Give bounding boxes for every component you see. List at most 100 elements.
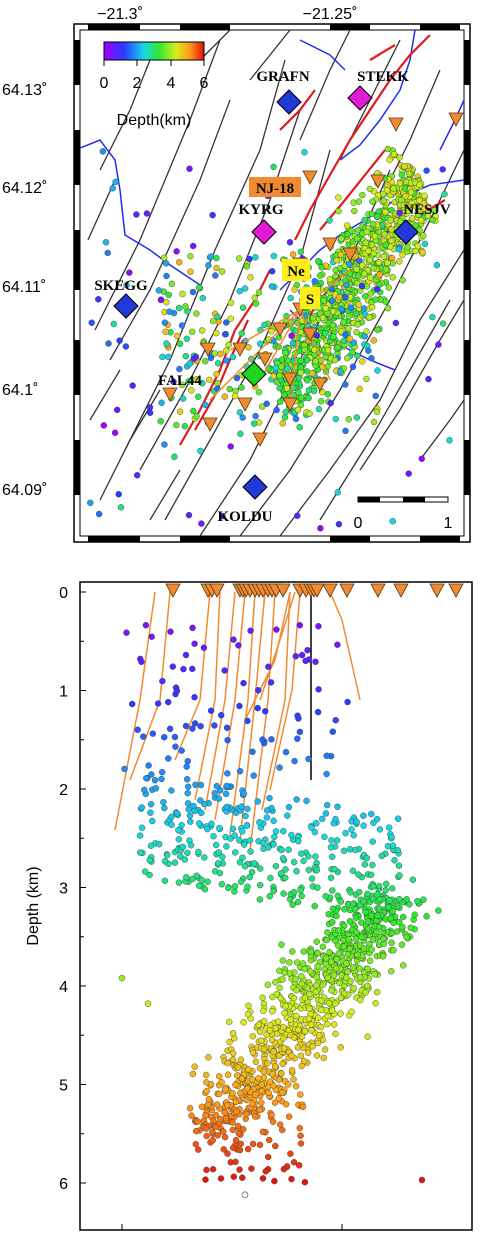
earthquake-marker	[386, 897, 393, 904]
earthquake-marker	[213, 264, 220, 272]
earthquake-marker	[374, 891, 381, 898]
earthquake-marker	[282, 866, 289, 873]
earthquake-marker	[368, 210, 376, 218]
earthquake-marker	[305, 853, 312, 860]
earthquake-marker	[188, 387, 195, 394]
fault-line	[359, 299, 464, 471]
earthquake-marker	[369, 936, 377, 943]
earthquake-marker	[365, 347, 372, 354]
earthquake-marker	[175, 826, 182, 834]
earthquake-marker	[229, 1126, 237, 1134]
earthquake-marker	[258, 1037, 265, 1044]
earthquake-marker	[259, 736, 266, 743]
earthquake-marker	[216, 824, 223, 832]
earthquake-marker	[270, 163, 277, 171]
earthquake-marker	[319, 314, 327, 321]
earthquake-marker	[175, 259, 183, 266]
earthquake-marker	[277, 1121, 284, 1128]
earthquake-marker	[344, 951, 352, 958]
earthquake-marker	[346, 945, 354, 953]
earthquake-marker	[400, 913, 407, 921]
earthquake-marker	[335, 194, 342, 201]
earthquake-marker	[192, 1127, 200, 1135]
station-diamond	[241, 361, 267, 387]
earthquake-marker	[178, 747, 185, 754]
earthquake-marker	[195, 848, 202, 856]
earthquake-marker	[440, 320, 447, 327]
earthquake-marker	[365, 925, 372, 932]
earthquake-marker	[191, 807, 198, 815]
earthquake-marker	[223, 782, 230, 790]
earthquake-marker	[323, 770, 330, 778]
earthquake-marker	[231, 392, 239, 400]
earthquake-marker	[161, 804, 168, 812]
earthquake-marker	[272, 1142, 279, 1150]
earthquake-marker	[158, 769, 166, 776]
earthquake-marker	[95, 296, 102, 303]
earthquake-marker	[207, 253, 215, 260]
earthquake-marker	[177, 853, 184, 860]
earthquake-marker	[315, 258, 322, 265]
earthquake-marker	[382, 266, 390, 273]
earthquake-marker	[268, 1036, 276, 1044]
earthquake-marker	[168, 787, 175, 794]
earthquake-marker	[224, 770, 231, 777]
earthquake-marker	[218, 1078, 225, 1086]
earthquake-marker	[212, 272, 219, 279]
depth-tick-label: 2	[59, 782, 68, 799]
earthquake-marker	[312, 358, 319, 365]
earthquake-marker	[351, 846, 359, 854]
earthquake-marker	[362, 908, 369, 916]
earthquake-marker	[261, 321, 268, 329]
earthquake-marker	[216, 787, 224, 794]
depth-tick-label: 6	[59, 1176, 68, 1193]
earthquake-marker	[290, 889, 298, 896]
earthquake-marker	[259, 994, 266, 1001]
earthquake-marker	[366, 256, 374, 264]
earthquake-marker	[409, 876, 417, 883]
earthquake-marker	[303, 797, 310, 805]
earthquake-marker	[237, 1089, 244, 1097]
earthquake-marker	[304, 647, 311, 654]
earthquake-marker	[435, 907, 442, 914]
earthquake-marker	[189, 665, 196, 673]
earthquake-marker	[329, 905, 337, 912]
earthquake-marker	[213, 1101, 221, 1108]
earthquake-marker	[240, 1019, 247, 1026]
earthquake-marker	[349, 349, 356, 356]
earthquake-marker	[402, 192, 409, 200]
section-well-track	[174, 591, 211, 761]
earthquake-marker	[357, 974, 364, 981]
earthquake-marker	[405, 470, 412, 477]
earthquake-marker	[362, 293, 369, 300]
earthquake-marker	[175, 836, 183, 843]
earthquake-marker	[408, 199, 415, 207]
earthquake-marker	[408, 214, 416, 222]
earthquake-marker	[266, 794, 273, 802]
earthquake-marker	[214, 385, 221, 392]
earthquake-marker	[265, 1153, 272, 1161]
station-label: KYRG	[239, 202, 284, 218]
earthquake-marker	[256, 819, 263, 826]
earthquake-marker	[256, 1106, 263, 1114]
earthquake-marker	[287, 1150, 294, 1157]
earthquake-marker	[234, 1122, 242, 1130]
earthquake-marker	[230, 636, 237, 643]
earthquake-marker	[236, 702, 243, 710]
earthquake-marker	[285, 1113, 293, 1120]
earthquake-marker	[250, 860, 258, 867]
earthquake-marker	[314, 708, 322, 716]
earthquake-marker	[289, 251, 297, 258]
earthquake-marker	[232, 1136, 240, 1144]
earthquake-marker	[168, 821, 175, 828]
earthquake-marker	[217, 350, 224, 358]
earthquake-marker	[241, 863, 249, 870]
lat-tick-label: 64.13˚	[2, 82, 47, 99]
earthquake-marker	[297, 1091, 304, 1098]
earthquake-marker	[367, 290, 374, 297]
earthquake-marker	[276, 967, 283, 974]
earthquake-marker	[116, 337, 123, 344]
earthquake-marker	[205, 1095, 213, 1103]
earthquake-marker	[136, 849, 144, 856]
earthquake-marker	[202, 1125, 210, 1132]
